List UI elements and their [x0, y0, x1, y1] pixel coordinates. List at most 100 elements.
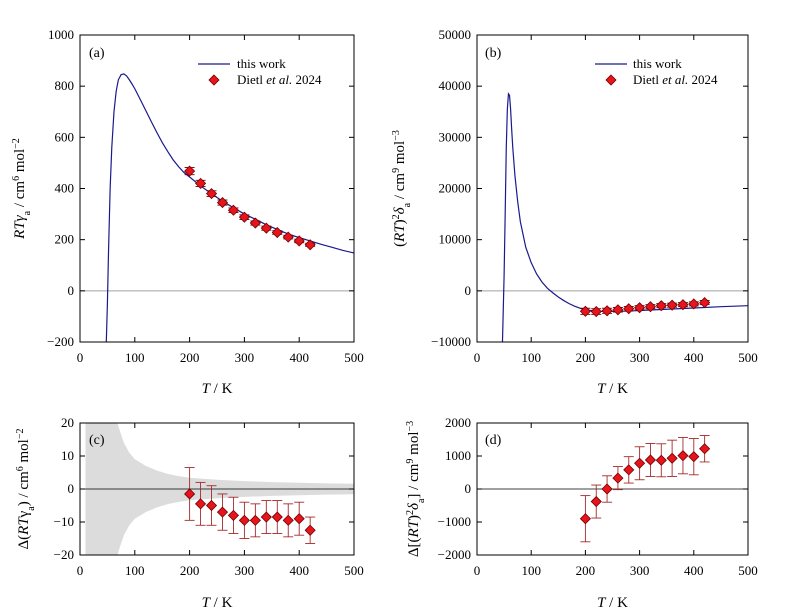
y-tick-label: −2000 [438, 547, 471, 562]
x-tick-label: 0 [474, 350, 481, 365]
data-point [590, 495, 602, 508]
x-axis-title: T / K [597, 595, 628, 611]
x-tick-label: 100 [521, 350, 541, 365]
y-tick-label: −20 [54, 547, 74, 562]
data-point [612, 472, 624, 484]
x-tick-label: 200 [180, 563, 200, 578]
data-point [634, 302, 646, 314]
x-tick-label: 0 [77, 350, 84, 365]
y-tick-label: 10000 [439, 232, 472, 247]
x-tick-label: 400 [289, 350, 309, 365]
data-point [688, 298, 700, 310]
panel-c: 0 100 200 300 400 500 −20 −10 0 10 20 T / K Δ(RTγa) … [15, 415, 364, 611]
x-tick-label: 200 [576, 350, 596, 365]
data-point [260, 511, 272, 523]
data-point [666, 452, 678, 464]
data-point [601, 305, 613, 317]
y-axis-title: Δ(RTγa) / cm6 mol−2 [15, 429, 37, 550]
y-axis-title: RTγa / cm6 mol−2 [11, 138, 33, 240]
y-tick-label: 1000 [445, 448, 471, 463]
data-point [677, 299, 689, 311]
curve-this-work [501, 92, 748, 342]
data-point [634, 457, 646, 469]
y-tick-label: −200 [47, 334, 74, 349]
data-point [655, 300, 667, 312]
y-axis-title: Δ[(RT)2δa] / cm9 mol−3 [405, 421, 427, 557]
y-tick-label: 600 [55, 129, 75, 144]
data-point [184, 165, 196, 177]
data-point [271, 226, 283, 239]
y-tick-label: 2000 [445, 415, 471, 430]
x-axis-title: T / K [202, 381, 233, 397]
panel-d: 0 100 200 300 400 500 −2000 −1000 0 1000 2000 T / K… [405, 415, 758, 611]
data-point [293, 235, 305, 247]
legend-label-dietl: Dietl et al. 2024 [633, 72, 718, 87]
legend-label-this-work: this work [633, 56, 682, 71]
data-point [260, 222, 272, 234]
data-point [677, 450, 689, 462]
x-tick-label: 300 [235, 350, 255, 365]
data-point [304, 524, 316, 536]
x-tick-label: 500 [738, 563, 758, 578]
plot-area-c [80, 423, 354, 555]
x-tick-label: 200 [180, 350, 200, 365]
data-point [579, 305, 591, 317]
data-point [194, 498, 207, 510]
data-point [699, 297, 711, 309]
y-tick-label: 800 [55, 78, 75, 93]
curve-this-work [105, 73, 354, 342]
x-tick-label: 100 [521, 563, 541, 578]
x-tick-label: 300 [630, 563, 650, 578]
panel-label: (a) [89, 46, 105, 61]
plot-area-b [477, 92, 748, 342]
data-point [293, 513, 305, 525]
legend-label-this-work: this work [237, 56, 286, 71]
data-point [666, 299, 678, 311]
data-point [282, 231, 294, 243]
x-tick-label: 300 [235, 563, 255, 578]
y-tick-label: 10 [61, 448, 74, 463]
x-tick-label: 100 [125, 350, 145, 365]
x-tick-label: 500 [344, 350, 364, 365]
data-point [227, 509, 240, 521]
data-point [612, 304, 624, 316]
data-point [623, 303, 635, 315]
y-tick-label: −10 [54, 514, 74, 529]
x-axis-title: T / K [202, 595, 233, 611]
panel-label: (d) [485, 433, 502, 448]
data-point [688, 451, 700, 463]
y-tick-label: 1000 [48, 27, 74, 42]
data-point [590, 305, 602, 318]
data-point [238, 514, 250, 526]
legend-marker-swatch [605, 74, 617, 86]
y-tick-label: 400 [55, 181, 75, 196]
x-tick-label: 0 [77, 563, 84, 578]
data-point [227, 204, 240, 216]
panel-label: (b) [485, 46, 502, 61]
data-point [579, 513, 591, 525]
x-tick-label: 100 [125, 563, 145, 578]
panel-b: 0 100 200 300 400 500−10000010000200003000040… [391, 27, 758, 397]
y-tick-label: −1000 [438, 514, 471, 529]
x-tick-label: 400 [684, 350, 704, 365]
x-tick-label: 500 [738, 350, 758, 365]
y-tick-label: 40000 [439, 78, 472, 93]
x-tick-label: 400 [684, 563, 704, 578]
legend-label-dietl: Dietl et al. 2024 [237, 72, 322, 87]
data-point [644, 301, 657, 313]
data-point [699, 443, 711, 455]
data-point [194, 177, 207, 189]
x-axis-title: T / K [597, 381, 628, 397]
y-tick-label: 50000 [439, 27, 472, 42]
data-point [249, 514, 261, 526]
x-tick-label: 400 [289, 563, 309, 578]
y-tick-label: 20000 [439, 181, 472, 196]
data-point [655, 454, 667, 466]
data-point [249, 217, 261, 229]
data-point [282, 514, 294, 526]
y-tick-label: −10000 [431, 334, 471, 349]
y-tick-label: 20 [61, 415, 74, 430]
